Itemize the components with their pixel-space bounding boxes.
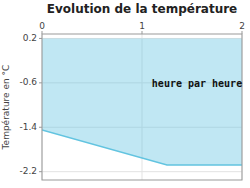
annotation: heure par heure [152, 78, 242, 89]
y-axis-label: Température en °C [1, 65, 11, 151]
y-tick-label: -0.6 [19, 77, 37, 87]
x-axis: 0 1 2 [39, 21, 245, 34]
plot-area [42, 38, 242, 165]
area-fill [42, 38, 242, 165]
x-tick [142, 31, 143, 34]
y-tick [39, 127, 42, 128]
chart-container: 0.2 -0.6 -1.4 -2.2 0 1 2Evolution de la tempér… [0, 0, 250, 188]
y-tick [39, 82, 42, 83]
title: Evolution de la température [47, 2, 238, 16]
y-tick [39, 171, 42, 172]
x-tick [242, 31, 243, 34]
x-tick-label: 2 [239, 21, 245, 31]
line [42, 130, 242, 165]
x-tick-label: 0 [39, 21, 45, 31]
chart: 0.2 -0.6 -1.4 -2.2 0 1 2Evolution de la tempér… [0, 0, 250, 188]
y-tick-label: -2.2 [19, 166, 37, 176]
y-tick [39, 38, 42, 39]
y-tick-label: 0.2 [23, 33, 37, 43]
grid [42, 34, 242, 180]
y-axis: 0.2 -0.6 -1.4 -2.2 [19, 33, 42, 176]
plot-frame [42, 34, 242, 180]
x-tick-label: 1 [139, 21, 145, 31]
x-tick [42, 31, 43, 34]
y-tick-label: -1.4 [19, 122, 37, 132]
